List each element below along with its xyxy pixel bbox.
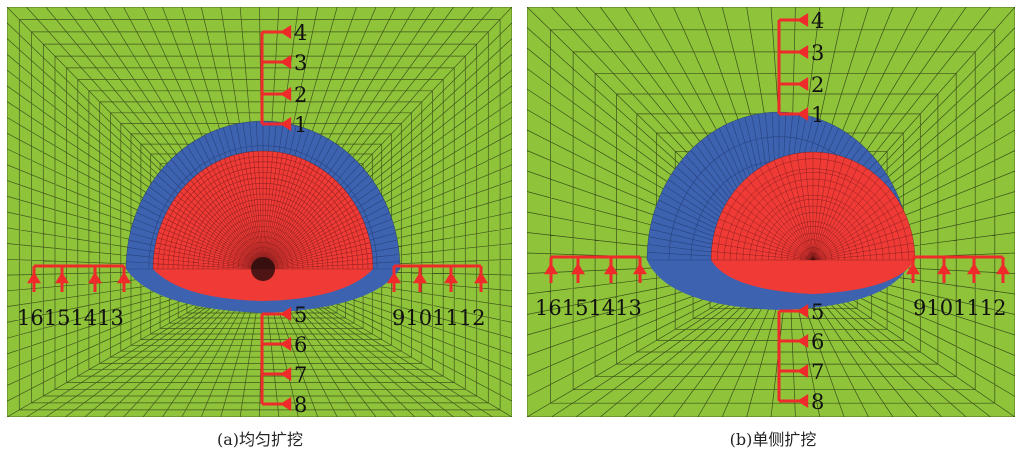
bottom-monitor-arrow: [280, 397, 292, 411]
left-monitor-arrow: [88, 272, 102, 284]
left-monitor-arrow: [571, 263, 585, 275]
inner-zone-mesh: [710, 151, 916, 261]
point-label-8: 8: [294, 393, 307, 417]
right-monitor-arrow: [474, 272, 488, 284]
point-label-7: 7: [294, 363, 307, 387]
right-point-labels: 9101112: [392, 306, 486, 330]
left-point-labels: 16151413: [535, 296, 642, 320]
caption-uniform-excavation: (a)均匀扩挖: [216, 430, 304, 449]
top-monitor-arrow: [797, 45, 809, 59]
point-label-4: 4: [811, 9, 824, 33]
point-label-3: 3: [811, 41, 824, 65]
mesh-convergence-point: [251, 257, 275, 281]
uniform-excavation-mesh: 4 3 2 1 5 6 7 8 16151413 9101112: [7, 7, 512, 417]
right-monitor-arrow: [906, 263, 920, 275]
bottom-monitor-arrow: [797, 394, 809, 408]
left-monitor-arrow: [55, 272, 69, 284]
excavation-zones: [646, 111, 916, 310]
right-monitor-arrow: [937, 263, 951, 275]
right-monitor-arrow: [444, 272, 458, 284]
left-monitor-arrow: [633, 263, 647, 275]
point-label-5: 5: [811, 300, 824, 324]
point-label-7: 7: [811, 360, 824, 384]
right-point-labels: 9101112: [913, 296, 1007, 320]
one-side-excavation-mesh: 4 3 2 1 5 6 7 8 16151413 9101112: [527, 7, 1015, 417]
point-label-4: 4: [294, 21, 307, 45]
point-label-2: 2: [294, 83, 307, 107]
monitoring-labels: 4 3 2 1 5 6 7 8 16151413 9101112: [535, 9, 1007, 414]
bottom-monitor-arrow: [797, 304, 809, 318]
point-label-2: 2: [811, 73, 824, 97]
point-label-1: 1: [294, 113, 307, 137]
point-label-1: 1: [811, 103, 824, 127]
top-monitor-arrow: [797, 77, 809, 91]
left-monitor-arrow: [544, 263, 558, 275]
point-label-5: 5: [294, 303, 307, 327]
left-monitor-arrow: [27, 272, 41, 284]
top-monitor-arrow: [280, 117, 292, 131]
right-monitor-arrow: [996, 263, 1010, 275]
point-label-3: 3: [294, 51, 307, 75]
bottom-monitor-arrow: [797, 334, 809, 348]
monitoring-labels: 4 3 2 1 5 6 7 8 16151413 9101112: [17, 21, 486, 417]
mesh-panel-uniform: 4 3 2 1 5 6 7 8 16151413 9101112: [7, 7, 512, 417]
right-monitor-arrow: [387, 272, 401, 284]
top-monitor-arrow: [280, 87, 292, 101]
top-monitor-arrow: [797, 13, 809, 27]
point-label-6: 6: [811, 330, 824, 354]
monitoring-arrows: [27, 25, 488, 411]
monitoring-arrows: [544, 13, 1010, 408]
right-monitor-arrow: [413, 272, 427, 284]
top-monitor-arrow: [797, 107, 809, 121]
point-label-8: 8: [811, 390, 824, 414]
top-monitor-arrow: [280, 55, 292, 69]
excavation-zones: [125, 120, 401, 313]
mesh-panel-one-side: 4 3 2 1 5 6 7 8 16151413 9101112: [527, 7, 1015, 417]
bottom-monitor-arrow: [797, 364, 809, 378]
top-monitor-arrow: [280, 25, 292, 39]
right-monitor-arrow: [967, 263, 981, 275]
left-point-labels: 16151413: [17, 306, 124, 330]
bottom-monitor-arrow: [280, 337, 292, 351]
left-monitor-arrow: [117, 272, 131, 284]
bottom-monitor-arrow: [280, 367, 292, 381]
caption-one-side-excavation: (b)单侧扩挖: [729, 430, 817, 449]
left-monitor-arrow: [604, 263, 618, 275]
point-label-6: 6: [294, 333, 307, 357]
bottom-monitor-arrow: [280, 307, 292, 321]
